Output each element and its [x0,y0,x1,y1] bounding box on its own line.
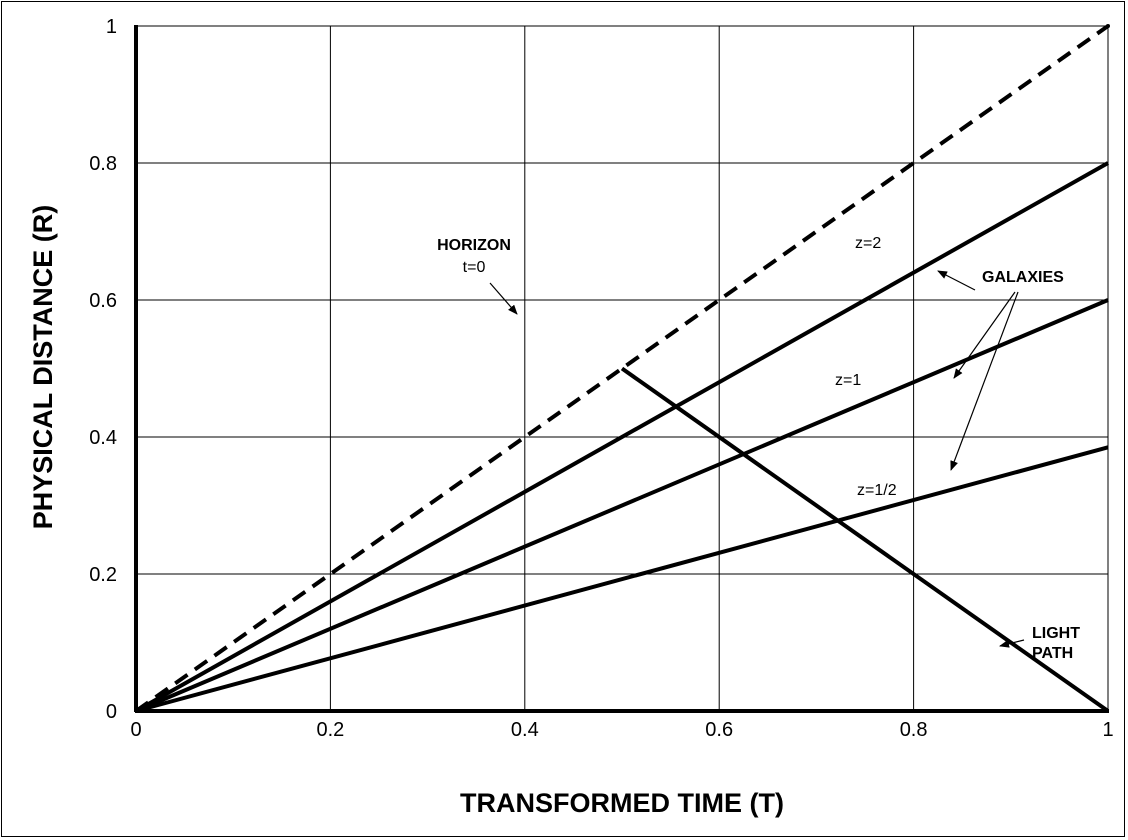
light-path-label-line2: PATH [1032,645,1073,662]
series-line-z2 [135,161,1109,713]
y-tick-label: 0.4 [89,427,117,449]
x-tick-label: 1 [1102,719,1113,741]
x-tick-label: 0.8 [900,719,928,741]
series-line-zhalf [135,445,1109,713]
series-light-path [620,366,1110,713]
light-path-arrow [999,639,1025,648]
y-tick-label: 0.8 [89,153,117,175]
horizon-sublabel: t=0 [463,259,486,276]
series-line-z1 [135,298,1109,713]
series-label-zhalf: z=1/2 [857,482,897,499]
annotations: HORIZON t=0 z=2 z=1 z=1/2 GALAXIES LIGHT… [437,235,1080,662]
series-label-z2: z=2 [855,235,881,252]
x-tick-label: 0.4 [511,719,539,741]
galaxies-arrow-z2 [937,270,976,291]
x-tick-label: 0 [130,719,141,741]
y-axis-title: PHYSICAL DISTANCE (R) [28,205,58,530]
y-tick-label: 0.2 [89,564,117,586]
series-horizon-line [134,24,1110,713]
galaxies-label: GALAXIES [982,269,1064,286]
horizon-end-point [1106,24,1110,28]
x-tick-label: 0.2 [316,719,344,741]
axes [134,25,1109,713]
series-lines [134,24,1110,713]
y-tick-label: 0 [106,701,117,723]
horizon-label: HORIZON [437,237,511,254]
galaxies-arrow-z1 [953,291,1016,379]
x-axis-title: TRANSFORMED TIME (T) [460,788,784,818]
x-tick-label: 0.6 [705,719,733,741]
series-label-z1: z=1 [835,372,861,389]
light-path-label-line1: LIGHT [1032,625,1080,642]
galaxies-arrow-zhalf [950,291,1019,471]
y-tick-label: 0.6 [89,290,117,312]
tick-labels: 0 0.2 0.4 0.6 0.8 1 0 0.2 0.4 0.6 0.8 1 [89,16,1113,741]
y-tick-label: 1 [106,16,117,38]
horizon-arrow [489,282,518,315]
